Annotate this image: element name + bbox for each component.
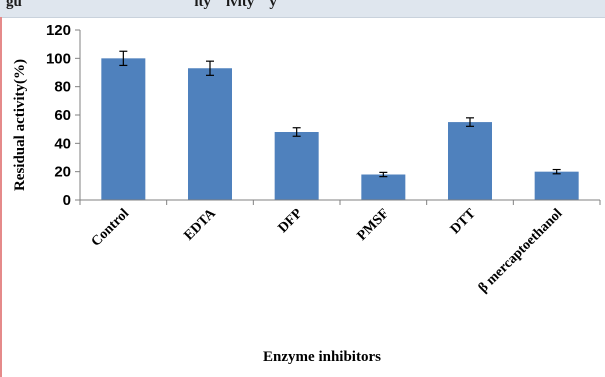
error-bar-2	[292, 127, 301, 137]
bar-0	[101, 58, 146, 201]
page-edge-rule	[0, 17, 2, 377]
figure-caption-text: gu ity ivity y	[6, 0, 277, 10]
bar-5	[534, 171, 579, 200]
bar-2	[274, 132, 319, 200]
y-axis-title: Residual activity(%)	[12, 59, 28, 191]
y-tick-label: 40	[54, 135, 71, 152]
x-category-label: DTT	[448, 206, 479, 237]
bar-4	[448, 122, 492, 200]
x-category-label: EDTA	[181, 206, 219, 244]
error-bar-1	[206, 60, 214, 76]
error-bar-3	[379, 171, 388, 178]
y-tick-label: 80	[54, 79, 71, 96]
error-bars-group	[119, 50, 561, 178]
x-category-label: DFP	[276, 206, 306, 236]
bar-3	[361, 174, 406, 200]
y-tick-label: 0	[63, 192, 71, 209]
x-category-label: Control	[89, 206, 133, 250]
y-tick-label: 60	[54, 107, 71, 124]
bar-1	[188, 68, 232, 200]
y-tick-label: 100	[46, 50, 71, 67]
x-axis-title: Enzyme inhibitors	[263, 349, 381, 365]
error-bar-0	[119, 50, 128, 67]
x-category-label: β mercaptoethanol	[476, 206, 566, 296]
bars-group	[101, 58, 579, 201]
error-bar-4	[466, 117, 474, 127]
x-category-label: PMSF	[355, 206, 393, 244]
axes-group	[75, 29, 601, 205]
y-tick-labels: 0 20 40 60 80 100 120	[46, 22, 71, 209]
y-tick-label: 120	[46, 22, 71, 39]
figure-caption-strip: gu ity ivity y	[0, 0, 605, 18]
y-tick-label: 20	[54, 164, 71, 181]
error-bar-5	[552, 168, 561, 175]
